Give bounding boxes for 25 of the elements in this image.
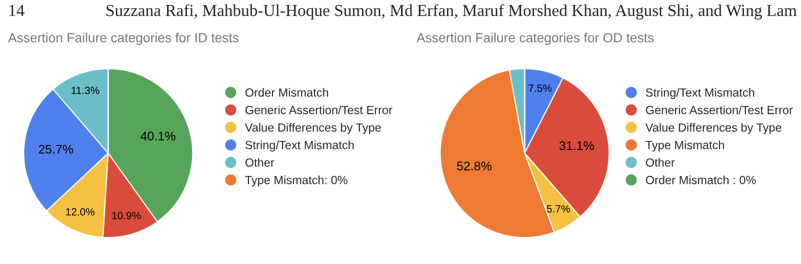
legend-label: Order Mismatch : 0% (646, 176, 756, 184)
legend-label: Generic Assertion/Test Error (245, 106, 392, 114)
text: 14 (9, 4, 24, 16)
data-label: 31.1% (559, 141, 594, 150)
data-label: 10.9% (112, 212, 141, 220)
data-label: 5.7% (546, 205, 570, 213)
legend-label: String/Text Mismatch (646, 88, 754, 100)
legend-label: String/Text Mismatch (245, 140, 354, 152)
legend-label: Value Differences by Type (244, 123, 381, 134)
data-label: 52.8% (456, 162, 492, 170)
legend-label: Other (245, 158, 274, 167)
legend-label: Type Mismatch: 0% (245, 176, 348, 187)
legend-label: Value Differences by Type (645, 123, 782, 134)
legend-label: Generic Assertion/Test Error (646, 106, 793, 114)
data-label: 11.3% (72, 86, 100, 94)
text: Suzzana Rafi, Mahbub-Ul-Hoque Sumon, Md Erfan, Maruf Morshed Khan, August Shi, and Wing Lam (106, 4, 797, 20)
legend-label: Other (646, 158, 675, 167)
legend-label: Type Mismatch (646, 140, 724, 152)
data-label: 40.1% (140, 132, 176, 140)
legend-label: Order Mismatch (245, 88, 328, 97)
data-label: 12.0% (66, 208, 94, 216)
data-label: 25.7% (38, 144, 74, 154)
chart-title: Assertion Failure categories for ID tests (8, 32, 239, 45)
chart-title: Assertion Failure categories for OD tests (416, 32, 654, 45)
data-label: 7.5% (528, 84, 552, 92)
